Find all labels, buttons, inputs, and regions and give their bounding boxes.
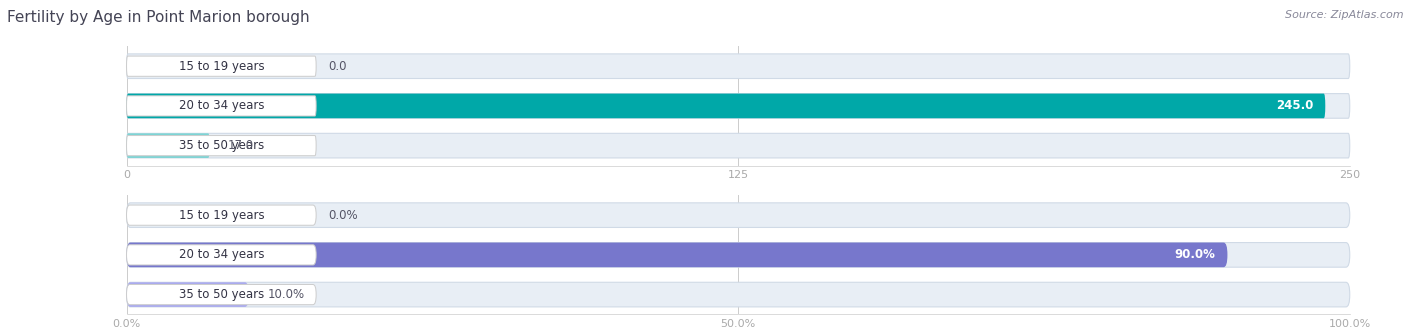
FancyBboxPatch shape <box>127 54 1350 78</box>
Text: 0.0: 0.0 <box>329 60 347 73</box>
FancyBboxPatch shape <box>127 282 1350 307</box>
Text: 20 to 34 years: 20 to 34 years <box>179 99 264 113</box>
FancyBboxPatch shape <box>127 96 316 116</box>
FancyBboxPatch shape <box>127 245 316 265</box>
FancyBboxPatch shape <box>127 135 316 156</box>
FancyBboxPatch shape <box>127 133 1350 158</box>
FancyBboxPatch shape <box>127 133 209 158</box>
FancyBboxPatch shape <box>127 203 1350 227</box>
Text: 17.0: 17.0 <box>228 139 254 152</box>
FancyBboxPatch shape <box>127 243 1350 267</box>
Text: 20 to 34 years: 20 to 34 years <box>179 248 264 261</box>
Text: 90.0%: 90.0% <box>1174 248 1215 261</box>
Text: 15 to 19 years: 15 to 19 years <box>179 209 264 222</box>
FancyBboxPatch shape <box>127 94 1326 118</box>
Text: 35 to 50 years: 35 to 50 years <box>179 139 264 152</box>
Text: 15 to 19 years: 15 to 19 years <box>179 60 264 73</box>
FancyBboxPatch shape <box>127 205 316 225</box>
Text: 0.0%: 0.0% <box>329 209 359 222</box>
FancyBboxPatch shape <box>127 56 316 76</box>
Text: Source: ZipAtlas.com: Source: ZipAtlas.com <box>1285 10 1403 20</box>
FancyBboxPatch shape <box>127 243 1227 267</box>
Text: Fertility by Age in Point Marion borough: Fertility by Age in Point Marion borough <box>7 10 309 25</box>
Text: 10.0%: 10.0% <box>267 288 304 301</box>
Text: 35 to 50 years: 35 to 50 years <box>179 288 264 301</box>
FancyBboxPatch shape <box>127 284 316 305</box>
FancyBboxPatch shape <box>127 94 1350 118</box>
Text: 245.0: 245.0 <box>1275 99 1313 113</box>
FancyBboxPatch shape <box>127 282 249 307</box>
